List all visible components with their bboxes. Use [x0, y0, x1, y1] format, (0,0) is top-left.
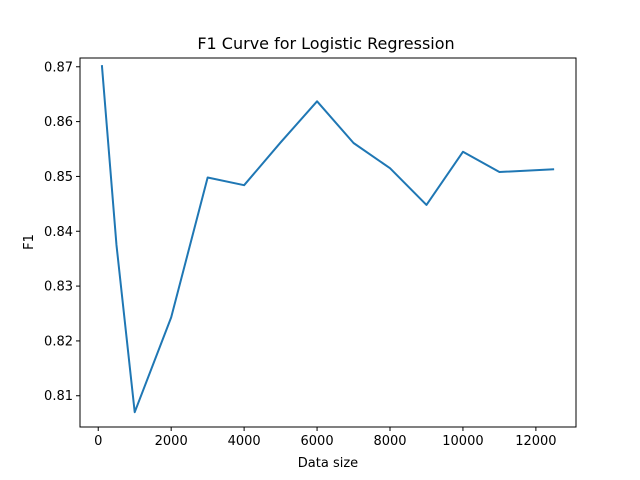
y-axis-ticks: 0.81 0.82 0.83 0.84 0.85 0.86 0.87: [44, 60, 80, 404]
y-tick-label: 0.87: [44, 60, 73, 75]
y-tick-label: 0.82: [44, 334, 73, 349]
series-layer: [100, 65, 555, 414]
y-tick-label: 0.85: [44, 170, 73, 185]
x-tick-label: 0: [94, 434, 102, 449]
x-tick-label: 10000: [442, 434, 483, 449]
x-axis-ticks: 0 2000 4000 6000 8000 10000 12000: [94, 427, 557, 449]
y-tick-label: 0.84: [44, 225, 73, 240]
x-tick-label: 6000: [301, 434, 334, 449]
x-tick-label: 2000: [155, 434, 188, 449]
series-line-0: [100, 65, 555, 414]
x-tick-label: 4000: [228, 434, 261, 449]
x-tick-label: 12000: [515, 434, 556, 449]
y-tick-label: 0.86: [44, 115, 73, 130]
y-tick-label: 0.81: [44, 389, 73, 404]
y-tick-label: 0.83: [44, 280, 73, 295]
y-axis-label: F1: [22, 234, 37, 250]
x-tick-label: 8000: [373, 434, 406, 449]
x-axis-label: Data size: [298, 456, 358, 471]
chart-title: F1 Curve for Logistic Regression: [197, 34, 454, 53]
plot-area-frame: [79, 57, 577, 428]
